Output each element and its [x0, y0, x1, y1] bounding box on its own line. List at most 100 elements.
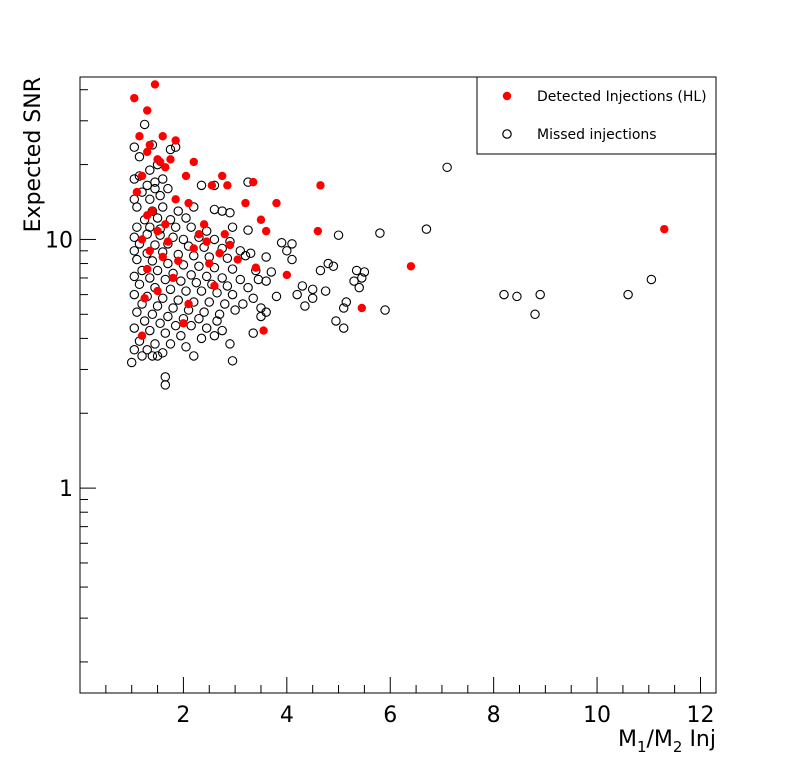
detected-injection-point — [241, 198, 250, 208]
detected-injection-point — [259, 326, 268, 335]
missed-injection-point — [222, 253, 233, 264]
missed-injection-point — [623, 289, 633, 300]
missed-injection-point — [129, 142, 140, 152]
missed-injection-point — [217, 273, 227, 283]
missed-injection-point — [646, 274, 657, 285]
missed-injection-point — [194, 261, 204, 272]
detected-injection-point — [171, 136, 180, 145]
missed-injection-point — [196, 333, 207, 344]
missed-injection-point — [178, 234, 189, 245]
missed-injection-point — [139, 119, 150, 130]
detected-injection-point — [174, 256, 183, 266]
missed-injection-point — [201, 271, 212, 282]
missed-injection-point — [152, 265, 163, 276]
missed-injection-point — [338, 303, 349, 313]
missed-injection-point — [199, 307, 209, 317]
missed-injection-point — [276, 237, 287, 248]
missed-injection-point — [217, 325, 227, 336]
x-tick-label: 10 — [583, 703, 611, 728]
missed-injection-point — [227, 222, 238, 232]
missed-injection-point — [320, 286, 331, 296]
detected-injection-point — [406, 262, 416, 271]
detected-injection-point — [256, 215, 266, 224]
series-detected-injections — [130, 80, 669, 340]
missed-injection-point — [341, 297, 352, 307]
missed-injection-point — [176, 330, 186, 341]
missed-injection-point — [168, 303, 178, 313]
detected-injection-point — [210, 281, 219, 291]
missed-injection-point — [145, 222, 155, 232]
x-tick-label: 8 — [487, 703, 501, 728]
missed-injection-point — [266, 267, 277, 277]
detected-injection-point — [153, 226, 162, 236]
missed-injection-point — [129, 174, 140, 184]
detected-injection-point — [132, 187, 142, 197]
detected-injection-point — [205, 259, 214, 268]
missed-injection-point — [331, 316, 341, 326]
missed-injection-point — [225, 208, 235, 218]
detected-injection-point — [143, 211, 152, 220]
detected-injection-point — [145, 140, 155, 150]
detected-injection-point — [137, 235, 147, 244]
detected-injection-point — [357, 303, 367, 313]
x-axis-title-main: M — [618, 727, 637, 752]
missed-injection-point — [132, 202, 142, 212]
missed-injection-point — [194, 313, 204, 324]
missed-injection-point — [163, 311, 173, 322]
missed-injection-point — [359, 267, 370, 277]
y-tick-label: 10 — [45, 228, 73, 253]
missed-injection-point — [157, 293, 168, 304]
missed-injection-point — [150, 177, 160, 187]
missed-injection-point — [333, 230, 344, 240]
detected-injection-point — [199, 220, 209, 229]
missed-injection-point — [271, 291, 282, 302]
missed-injection-point — [168, 232, 178, 243]
detected-injection-point — [163, 237, 173, 246]
detected-injection-point — [184, 198, 193, 208]
missed-injection-point — [287, 239, 297, 249]
missed-injection-point — [160, 380, 171, 390]
plot-area — [79, 76, 717, 694]
detected-injection-point — [171, 195, 180, 204]
x-axis-title: M1/M2 Inj — [618, 727, 716, 756]
missed-injection-point — [535, 289, 545, 300]
detected-injection-point — [161, 163, 170, 172]
detected-injection-point — [140, 294, 149, 303]
x-axis-title-sub2: 2 — [673, 738, 683, 756]
missed-injection-point — [129, 246, 140, 256]
detected-injection-point — [143, 147, 152, 157]
detected-injection-point — [233, 255, 242, 264]
missed-injection-point — [220, 299, 230, 309]
detected-injection-point — [272, 198, 281, 208]
missed-injection-point — [134, 152, 145, 162]
detected-injection-point — [225, 240, 235, 250]
detected-injection-point — [249, 177, 258, 187]
legend-marker-detected — [502, 91, 512, 101]
x-axis-title-suffix: Inj — [682, 727, 716, 752]
legend: Detected Injections (HL) Missed injectio… — [476, 76, 717, 155]
missed-injection-point — [209, 262, 220, 273]
missed-injection-point — [230, 305, 240, 315]
detected-injection-point — [179, 319, 188, 328]
missed-injection-point — [157, 348, 168, 358]
detected-injection-point — [158, 252, 167, 262]
x-axis: 2 4 6 8 10 12 — [80, 677, 716, 728]
detected-injection-point — [202, 237, 211, 246]
detected-injection-point — [161, 220, 170, 229]
missed-injection-point — [176, 276, 186, 286]
missed-injection-point — [240, 250, 251, 261]
missed-injection-point — [150, 339, 160, 349]
missed-injection-point — [512, 291, 522, 302]
detected-injection-point — [316, 181, 325, 190]
missed-injection-point — [323, 258, 333, 269]
y-axis: 1 10 — [45, 77, 96, 693]
x-tick-label: 6 — [383, 703, 397, 728]
missed-injection-point — [204, 297, 215, 307]
missed-injection-point — [165, 284, 176, 295]
missed-injection-point — [196, 286, 207, 296]
missed-injection-point — [248, 293, 258, 304]
missed-injection-point — [150, 240, 160, 250]
missed-injection-point — [421, 224, 432, 234]
detected-injection-point — [145, 246, 155, 256]
